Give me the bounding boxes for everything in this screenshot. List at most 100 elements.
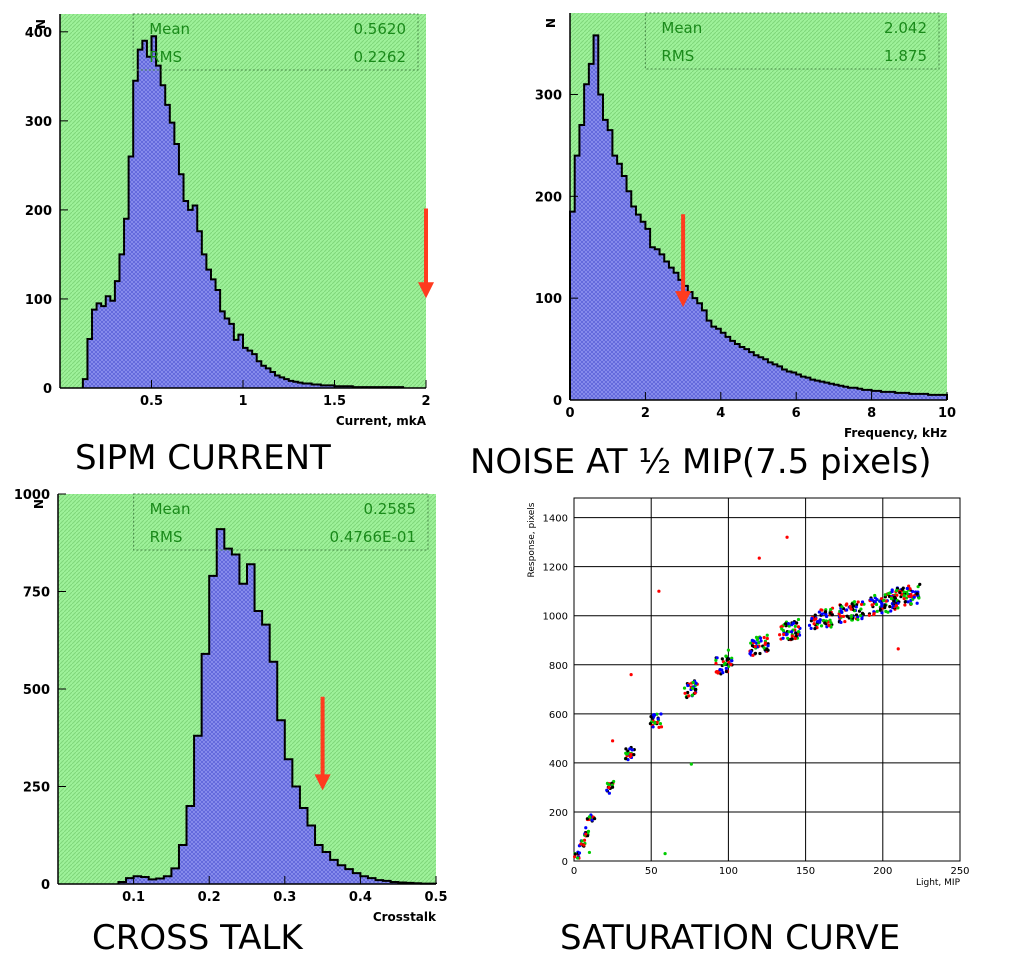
saturation-point	[820, 612, 824, 616]
saturation-point	[828, 618, 832, 622]
saturation-point	[898, 591, 902, 595]
saturation-y-tick-label: 800	[549, 661, 568, 672]
saturation-y-tick-label: 200	[549, 808, 568, 819]
noise-x-tick-label: 8	[867, 406, 876, 421]
saturation-outlier-point	[611, 739, 615, 743]
saturation-point	[883, 604, 887, 608]
saturation-outlier-point	[726, 648, 731, 652]
saturation-point	[793, 636, 797, 641]
saturation-point	[845, 608, 849, 612]
saturation-point	[839, 609, 843, 613]
noise-histogram-fill	[570, 35, 947, 400]
saturation-point	[766, 644, 770, 648]
saturation-point	[750, 638, 755, 643]
saturation-point	[586, 829, 591, 833]
saturation-point	[867, 613, 871, 617]
saturation-point	[852, 600, 857, 604]
sipm-y-tick-label: 300	[25, 115, 52, 130]
saturation-point	[730, 656, 734, 660]
saturation-x-tick-label: 50	[645, 866, 658, 877]
noise-x-tick-label: 0	[565, 406, 574, 421]
saturation-point	[879, 597, 884, 601]
saturation-point	[730, 659, 734, 663]
noise-x-axis-title: Frequency, kHz	[844, 426, 947, 440]
saturation-point	[630, 748, 634, 752]
cross-plot: 0.1 0.2 0.3 0.4 0.5 0 250 500 750 1000 Crosstalk N M…	[14, 488, 448, 924]
saturation-point	[790, 634, 794, 638]
saturation-point	[628, 747, 632, 751]
saturation-point	[849, 615, 853, 619]
cross-x-tick-label: 0.2	[198, 890, 221, 905]
cross-stat-rms-label: RMS	[150, 528, 183, 546]
saturation-point	[790, 630, 794, 634]
saturation-y-axis-title: Response, pixels	[527, 502, 537, 577]
saturation-point	[607, 782, 611, 787]
saturation-point	[714, 661, 718, 665]
saturation-x-tick-label: 0	[571, 866, 577, 877]
saturation-point	[727, 664, 731, 668]
noise-x-tick-label: 2	[641, 406, 650, 421]
saturation-point	[686, 683, 690, 688]
saturation-point	[884, 609, 888, 613]
cross-y-axis-title: N	[31, 499, 45, 509]
saturation-point	[786, 636, 790, 640]
saturation-point	[838, 614, 842, 618]
saturation-point	[907, 594, 911, 598]
saturation-point	[816, 619, 820, 624]
cross-x-axis-title: Crosstalk	[373, 910, 437, 924]
saturation-x-tick-label: 100	[719, 866, 738, 877]
noise-stats-box	[644, 12, 940, 70]
saturation-point	[859, 613, 863, 618]
saturation-point	[810, 616, 814, 621]
saturation-point	[657, 725, 661, 729]
saturation-point	[762, 635, 766, 640]
saturation-plot: 0 50 100 150 200 250 0 200 400 600 800 1000 1200 1400…	[527, 497, 970, 888]
saturation-point	[880, 604, 884, 608]
saturation-point	[750, 644, 755, 648]
saturation-point	[874, 602, 879, 607]
saturation-point	[693, 688, 697, 692]
saturation-point	[659, 712, 663, 716]
saturation-point	[607, 791, 611, 795]
saturation-point	[860, 600, 865, 604]
saturation-point	[849, 607, 853, 611]
saturation-point	[715, 656, 719, 660]
saturation-point	[624, 757, 628, 761]
saturation-point	[651, 713, 655, 717]
saturation-point	[686, 690, 690, 695]
saturation-point	[817, 610, 821, 614]
saturation-point	[845, 602, 849, 606]
sipm-stat-mean-label: Mean	[149, 20, 190, 38]
noise-stat-rms-value: 1.875	[884, 47, 927, 65]
saturation-point	[691, 680, 695, 685]
noise-x-tick-label: 4	[716, 406, 725, 421]
saturation-point	[856, 600, 860, 604]
cross-stats-box	[133, 493, 429, 551]
saturation-point	[757, 640, 761, 645]
sipm-x-tick-label: 1.5	[323, 394, 346, 409]
saturation-point	[895, 593, 899, 597]
saturation-point	[902, 596, 906, 601]
saturation-point	[765, 636, 769, 641]
noise-y-tick-label: 200	[535, 190, 562, 205]
saturation-point	[718, 667, 722, 672]
cross-stat-rms-value: 0.4766E-01	[330, 528, 416, 546]
sipm-stat-rms-value: 0.2262	[354, 48, 407, 66]
saturation-point	[755, 638, 760, 642]
saturation-plot-area	[573, 497, 961, 862]
saturation-point	[786, 622, 791, 626]
saturation-point	[778, 633, 782, 637]
saturation-point	[870, 603, 874, 607]
saturation-point	[759, 639, 763, 643]
saturation-point	[751, 653, 755, 657]
saturation-point	[683, 691, 687, 695]
saturation-point	[781, 636, 785, 640]
saturation-point	[872, 612, 876, 616]
noise-y-tick-label: 300	[535, 88, 562, 103]
saturation-point	[749, 641, 753, 645]
sipm-y-tick-label: 400	[25, 26, 52, 41]
noise-arrow-head	[675, 291, 692, 308]
cross-y-tick-label: 0	[41, 878, 50, 893]
saturation-point	[873, 600, 877, 604]
saturation-point	[687, 694, 691, 698]
